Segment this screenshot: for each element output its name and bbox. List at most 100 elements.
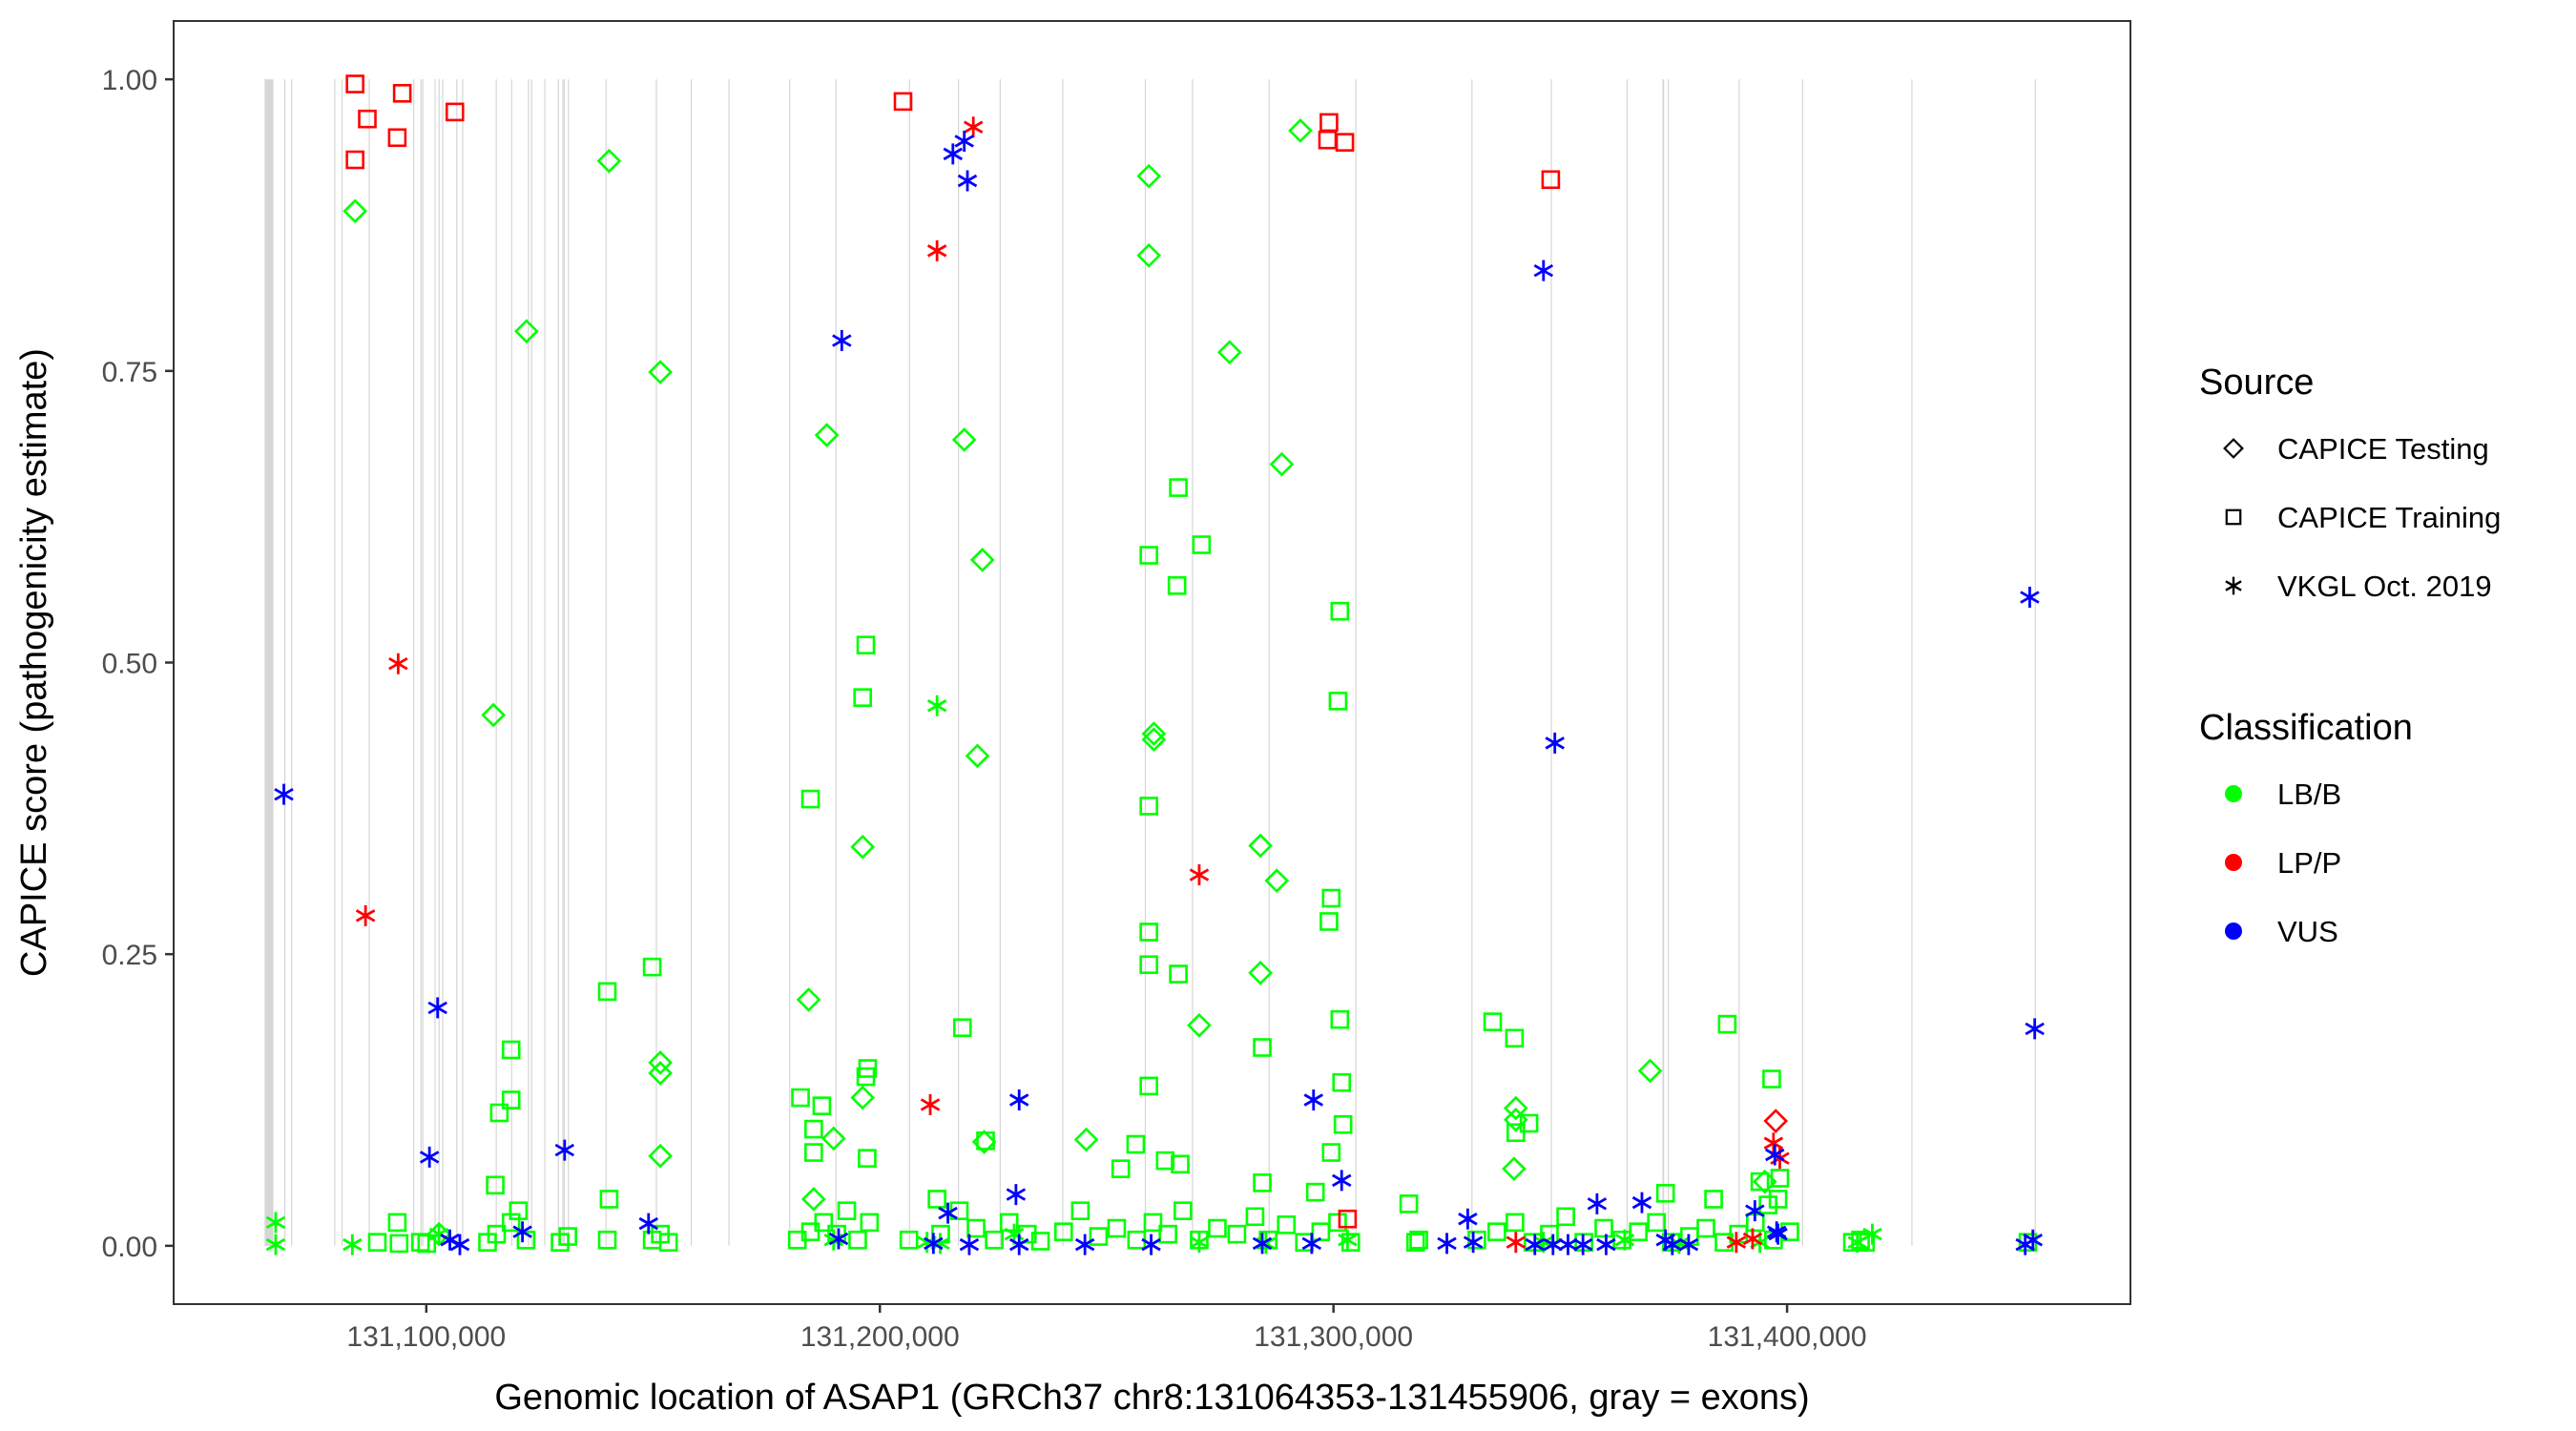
data-point [1187, 1012, 1212, 1038]
legend-classification-entries: LB/B LP/P VUS [2225, 778, 2341, 948]
exon-band [1668, 79, 1670, 1246]
data-point [804, 1143, 823, 1162]
data-point [1277, 1215, 1297, 1234]
data-point [648, 1050, 673, 1075]
data-point [814, 423, 840, 447]
data-point [1678, 1234, 1699, 1255]
data-point [971, 1130, 997, 1154]
data-point [938, 1202, 958, 1224]
data-point [343, 198, 368, 224]
data-point [1303, 1089, 1323, 1111]
data-point [893, 92, 913, 112]
data-point [1338, 1229, 1358, 1251]
exon-band [2034, 79, 2036, 1246]
data-point [1330, 601, 1350, 621]
data-point [1506, 1123, 1526, 1143]
data-point [514, 319, 539, 344]
data-point [853, 688, 872, 707]
data-point [345, 74, 364, 93]
data-point [389, 1234, 409, 1254]
data-point [920, 1093, 941, 1115]
legend-classification-title: Classification [2199, 708, 2413, 748]
data-point [1704, 1190, 1723, 1209]
data-point [1503, 1107, 1528, 1132]
data-point [1328, 692, 1348, 711]
data-point [965, 743, 990, 769]
data-point [445, 102, 465, 122]
data-point [1248, 833, 1273, 859]
data-point [1335, 133, 1355, 152]
data-point [1073, 1127, 1099, 1152]
data-point [1763, 1109, 1789, 1133]
data-point [1192, 535, 1212, 554]
data-point [596, 148, 622, 174]
data-point [638, 1213, 659, 1234]
data-point [1321, 1143, 1341, 1162]
data-point [1506, 1213, 1525, 1233]
data-point [1763, 1132, 1784, 1154]
legend-source-label: VKGL Oct. 2019 [2277, 570, 2492, 603]
data-point [1008, 1234, 1029, 1255]
data-point [1288, 118, 1313, 143]
data-point [1008, 1089, 1029, 1111]
data-point [2025, 1018, 2045, 1040]
data-point [1330, 1009, 1350, 1029]
data-point [1502, 1156, 1527, 1182]
data-point [812, 1096, 832, 1115]
data-point [1319, 113, 1339, 133]
data-point [1487, 1222, 1506, 1241]
data-point [1696, 1218, 1715, 1238]
x-tick-label: 131,200,000 [800, 1321, 960, 1353]
y-tick-label: 0.50 [102, 649, 157, 680]
data-point [1253, 1038, 1272, 1057]
exon-band [334, 79, 336, 1246]
data-point [1505, 1028, 1525, 1048]
data-point [597, 1230, 617, 1250]
data-point [358, 109, 377, 129]
exon-band [908, 79, 910, 1246]
data-point [1750, 1172, 1770, 1192]
data-point [427, 997, 447, 1019]
exon-band [456, 79, 458, 1246]
data-point [951, 427, 977, 452]
exon-band [655, 79, 657, 1246]
legend-source-entries: CAPICE Testing CAPICE Training VKGL Oct. 2… [2223, 432, 2501, 603]
data-point [1158, 1224, 1177, 1244]
data-point [850, 834, 876, 860]
data-point [804, 1119, 823, 1139]
exon-band [368, 79, 370, 1246]
data-point [501, 1213, 521, 1233]
exon-band [1062, 79, 1064, 1246]
data-point [1637, 1058, 1663, 1084]
data-point [2020, 587, 2040, 609]
data-point [1321, 888, 1341, 908]
data-point [1437, 1233, 1457, 1255]
x-tick-label: 131,300,000 [1254, 1321, 1413, 1353]
data-point [966, 1218, 986, 1238]
data-point [969, 548, 995, 572]
data-point [1245, 1207, 1265, 1227]
data-point [1766, 1221, 1787, 1243]
data-point [1174, 1201, 1193, 1220]
data-point [1141, 721, 1167, 746]
data-point [1169, 964, 1188, 984]
legend-source-title: Source [2199, 363, 2314, 403]
data-point [387, 1213, 407, 1233]
data-point [1596, 1234, 1616, 1255]
data-point [1139, 923, 1158, 942]
exon-band [495, 79, 497, 1246]
exon-band [1801, 79, 1803, 1246]
data-point [957, 170, 978, 192]
data-point [1139, 955, 1158, 974]
data-point [599, 1190, 619, 1209]
data-point [1189, 1232, 1210, 1254]
data-point [1717, 1014, 1737, 1034]
data-point [985, 1230, 1004, 1250]
data-point [648, 1143, 673, 1169]
data-point [1594, 1218, 1613, 1238]
legend-source-label: CAPICE Testing [2277, 432, 2489, 466]
exon-band [958, 79, 960, 1246]
data-point [1264, 868, 1290, 893]
data-point [1726, 1232, 1747, 1254]
legend-classification-label: LB/B [2277, 778, 2341, 811]
